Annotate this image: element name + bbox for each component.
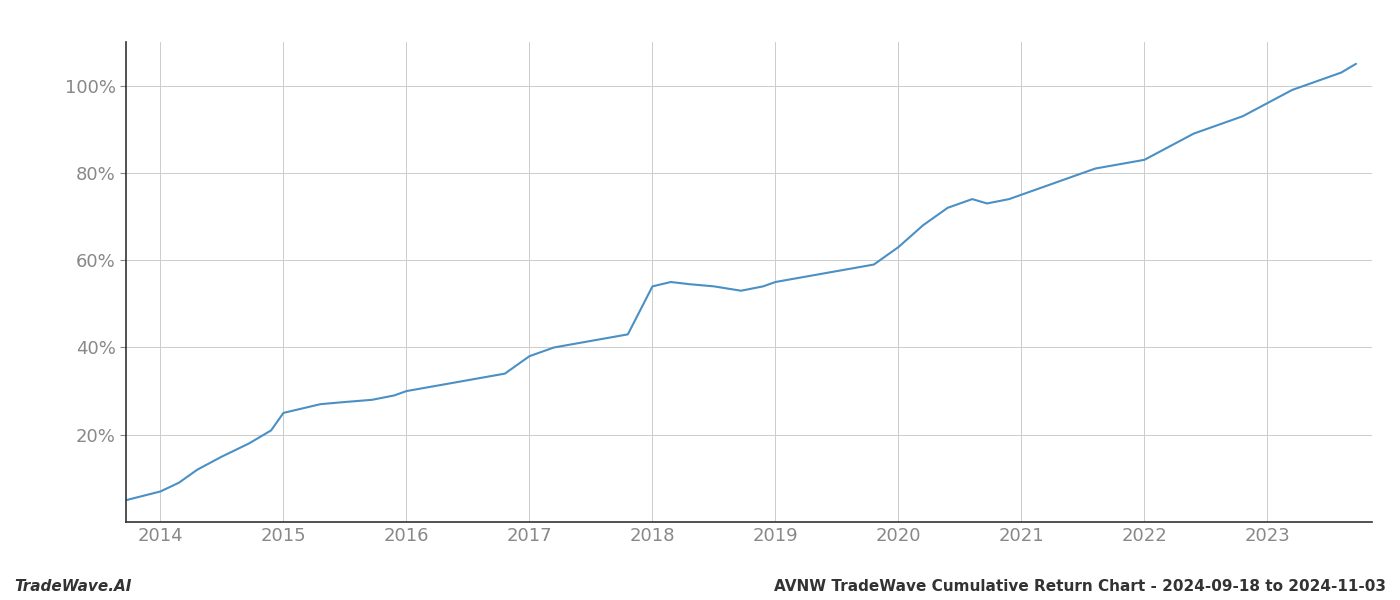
Text: TradeWave.AI: TradeWave.AI	[14, 579, 132, 594]
Text: AVNW TradeWave Cumulative Return Chart - 2024-09-18 to 2024-11-03: AVNW TradeWave Cumulative Return Chart -…	[774, 579, 1386, 594]
